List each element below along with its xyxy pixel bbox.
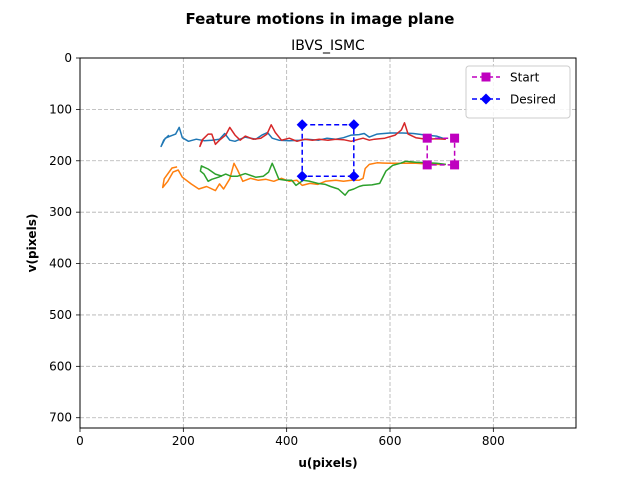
x-tick-label: 0	[76, 434, 84, 448]
trajectory-line	[161, 162, 446, 192]
plot-area-frame	[79, 57, 577, 429]
y-axis-label: v(pixels)	[25, 214, 39, 273]
x-tick-label: 200	[172, 434, 195, 448]
series-outline	[426, 137, 456, 166]
series-marker	[422, 133, 432, 143]
series-marker	[348, 170, 360, 182]
series-marker	[450, 133, 460, 143]
x-tick-label: 800	[482, 434, 505, 448]
axis-ticks: 0 200 400 600 800 0 100 200 300 400 500 600 700	[49, 51, 505, 448]
series-desired	[296, 119, 360, 182]
legend-marker	[481, 72, 491, 82]
series-start	[422, 133, 460, 170]
y-tick-label: 400	[49, 257, 72, 271]
series-marker	[422, 160, 432, 170]
y-tick-label: 500	[49, 308, 72, 322]
y-tick-label: 700	[49, 411, 72, 425]
x-tick-label: 600	[379, 434, 402, 448]
series-marker	[450, 160, 460, 170]
x-axis-label: u(pixels)	[298, 456, 357, 470]
y-tick-label: 0	[64, 51, 72, 65]
series-marker	[296, 119, 308, 131]
y-tick-label: 600	[49, 359, 72, 373]
series-marker	[296, 170, 308, 182]
series-marker	[348, 119, 360, 131]
trajectory-3	[199, 160, 446, 196]
trajectory-1	[160, 126, 447, 148]
legend-marker	[480, 93, 492, 105]
x-tick-label: 400	[275, 434, 298, 448]
y-tick-label: 300	[49, 205, 72, 219]
trajectory-line	[160, 126, 447, 148]
trajectory-2	[161, 162, 446, 192]
legend-box	[465, 65, 571, 119]
legend-item-desired: Desired	[472, 93, 556, 107]
series-outline	[301, 124, 355, 177]
figure-suptitle: Feature motions in image plane	[186, 10, 455, 28]
chart-title: IBVS_ISMC	[291, 38, 365, 54]
legend-label: Start	[510, 71, 540, 85]
y-tick-label: 100	[49, 102, 72, 116]
trajectory-line	[199, 160, 446, 196]
legend: Start Desired	[465, 65, 571, 119]
legend-label: Desired	[510, 93, 556, 107]
trajectory-4	[199, 122, 446, 148]
y-tick-label: 200	[49, 154, 72, 168]
legend-item-start: Start	[472, 71, 540, 85]
trajectory-line	[199, 122, 446, 148]
data-series-layer	[160, 119, 460, 196]
